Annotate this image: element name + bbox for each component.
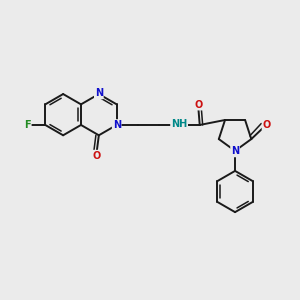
Text: O: O — [195, 100, 203, 110]
Text: O: O — [262, 120, 271, 130]
Text: F: F — [24, 120, 31, 130]
Text: NH: NH — [171, 119, 187, 129]
Text: N: N — [112, 120, 121, 130]
Text: N: N — [231, 146, 239, 157]
Text: O: O — [92, 151, 101, 160]
Text: N: N — [95, 88, 103, 98]
